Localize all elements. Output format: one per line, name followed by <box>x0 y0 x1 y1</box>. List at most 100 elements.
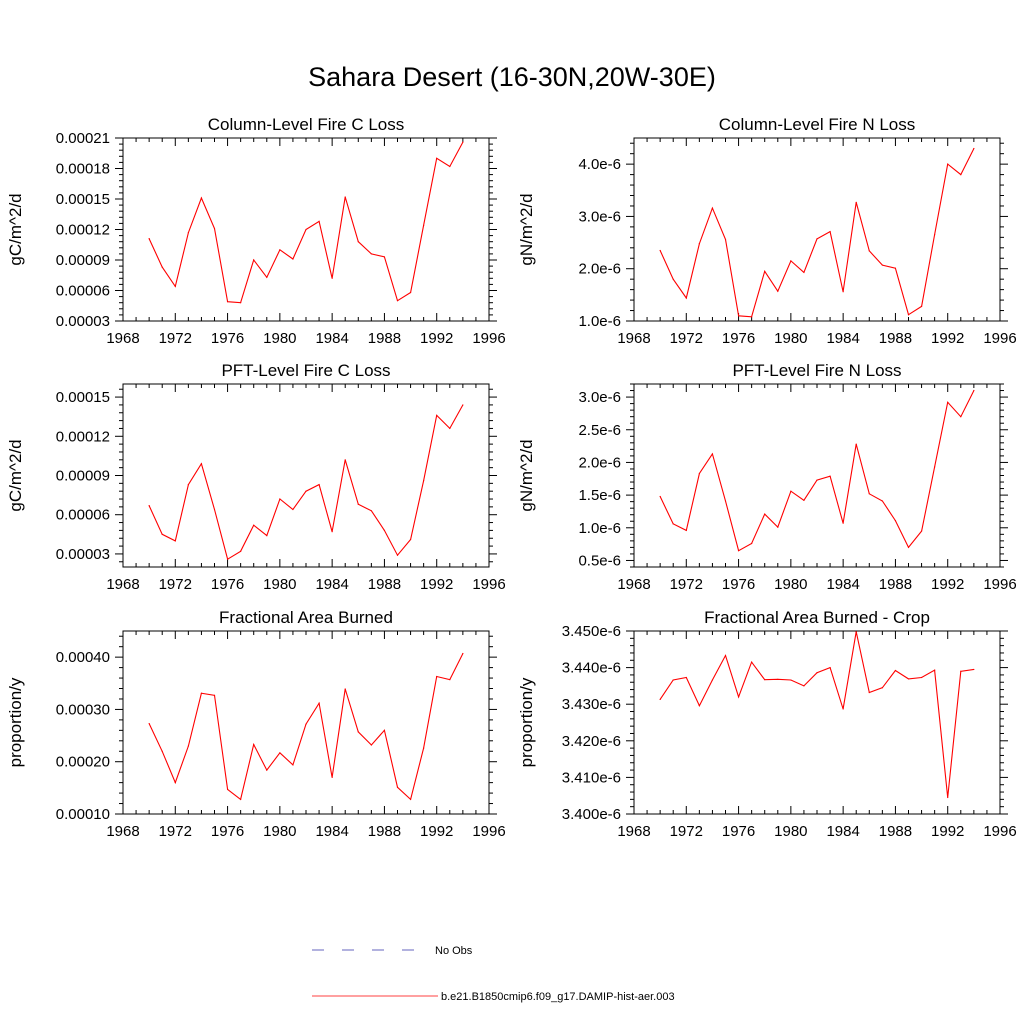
panel-title: PFT-Level Fire N Loss <box>732 361 901 380</box>
data-point <box>829 667 831 669</box>
data-point <box>947 163 949 165</box>
x-tick-label: 1988 <box>368 576 401 593</box>
x-tick-label: 1992 <box>931 823 964 840</box>
data-point <box>161 750 163 752</box>
x-tick-label: 1992 <box>931 576 964 593</box>
y-tick-label: 0.00006 <box>56 283 110 300</box>
data-point <box>187 484 189 486</box>
data-point <box>751 542 753 545</box>
data-point <box>213 508 216 511</box>
data-point <box>266 276 268 278</box>
data-point <box>724 654 727 657</box>
data-point <box>148 504 150 507</box>
x-tick-label: 1972 <box>670 330 703 347</box>
data-point <box>920 676 923 679</box>
data-point <box>436 675 438 678</box>
data-point <box>383 529 386 532</box>
x-tick-label: 1972 <box>670 823 703 840</box>
x-tick-label: 1988 <box>879 330 912 347</box>
data-point <box>737 315 740 317</box>
x-tick-label: 1980 <box>263 823 296 840</box>
data-point <box>187 745 189 747</box>
data-point <box>174 540 176 542</box>
y-tick-label: 0.00012 <box>56 222 110 239</box>
data-point <box>711 207 714 209</box>
y-tick-label: 0.00003 <box>56 313 110 330</box>
x-tick-label: 1980 <box>774 330 807 347</box>
x-tick-label: 1996 <box>472 823 505 840</box>
chart-panel-5: Fractional Area Burned 1968 1972 1976 1980 19… <box>6 608 506 840</box>
x-tick-label: 1984 <box>315 576 348 593</box>
data-point <box>253 524 255 526</box>
data-point <box>777 290 779 292</box>
data-point <box>698 472 700 475</box>
x-tick-label: 1976 <box>211 823 244 840</box>
data-point <box>868 493 870 495</box>
x-tick-label: 1992 <box>420 823 453 840</box>
series-line-1 <box>659 631 974 798</box>
x-tick-label: 1968 <box>617 576 650 593</box>
data-point <box>960 416 962 418</box>
data-point <box>724 238 727 241</box>
data-point <box>161 266 163 268</box>
data-point <box>396 554 399 556</box>
data-point <box>409 798 412 800</box>
data-point <box>266 769 268 771</box>
data-point <box>737 550 740 552</box>
data-point <box>253 743 255 746</box>
data-point <box>200 197 203 199</box>
data-point <box>724 500 727 502</box>
legend: No Obs b.e21.B1850cmip6.f09_g17.DAMIP-his… <box>312 945 675 1003</box>
data-point <box>423 747 425 749</box>
series-line-1 <box>659 148 975 318</box>
data-point <box>907 678 910 680</box>
data-point <box>226 788 229 791</box>
plot-frame <box>633 630 1001 815</box>
data-point <box>881 687 883 689</box>
data-point <box>868 250 870 252</box>
data-point <box>973 147 975 150</box>
x-tick-label: 1968 <box>106 576 139 593</box>
data-point <box>305 228 307 231</box>
x-tick-label: 1996 <box>983 576 1016 593</box>
x-tick-label: 1968 <box>617 823 650 840</box>
data-point <box>161 533 163 535</box>
series-line-1 <box>148 404 464 561</box>
data-point <box>973 389 975 392</box>
figure-title: Sahara Desert (16-30N,20W-30E) <box>308 62 716 92</box>
data-point <box>764 679 766 681</box>
data-point <box>148 238 150 240</box>
x-tick-label: 1980 <box>774 823 807 840</box>
x-tick-label: 1972 <box>670 576 703 593</box>
chart-panel-4: PFT-Level Fire N Loss 1968 1972 1976 1980 198… <box>517 361 1017 593</box>
data-point <box>423 224 425 227</box>
y-tick-label: 3.430e-6 <box>562 696 621 713</box>
data-point <box>764 513 766 515</box>
data-point <box>253 259 255 261</box>
data-point <box>934 234 936 236</box>
series-line-1 <box>148 141 464 304</box>
data-point <box>331 776 333 779</box>
data-point <box>409 291 412 294</box>
data-point <box>213 694 216 696</box>
data-point <box>357 241 359 243</box>
data-point <box>174 782 176 784</box>
data-point <box>279 498 281 500</box>
legend-label-2: b.e21.B1850cmip6.f09_g17.DAMIP-hist-aer.… <box>441 991 675 1003</box>
data-point <box>292 508 294 511</box>
x-tick-label: 1996 <box>472 330 505 347</box>
x-tick-label: 1980 <box>774 576 807 593</box>
y-tick-label: 0.00009 <box>56 468 110 485</box>
x-tick-label: 1984 <box>315 330 348 347</box>
y-tick-label: 3.410e-6 <box>562 769 621 786</box>
data-point <box>829 475 831 477</box>
data-point <box>305 723 307 725</box>
data-point <box>973 668 975 671</box>
data-point <box>370 253 372 255</box>
data-point <box>409 538 412 541</box>
y-axis-label: proportion/y <box>517 677 536 767</box>
data-point <box>200 463 203 465</box>
panel-title: Column-Level Fire C Loss <box>208 115 405 134</box>
data-point <box>881 264 883 266</box>
data-point <box>174 285 176 288</box>
